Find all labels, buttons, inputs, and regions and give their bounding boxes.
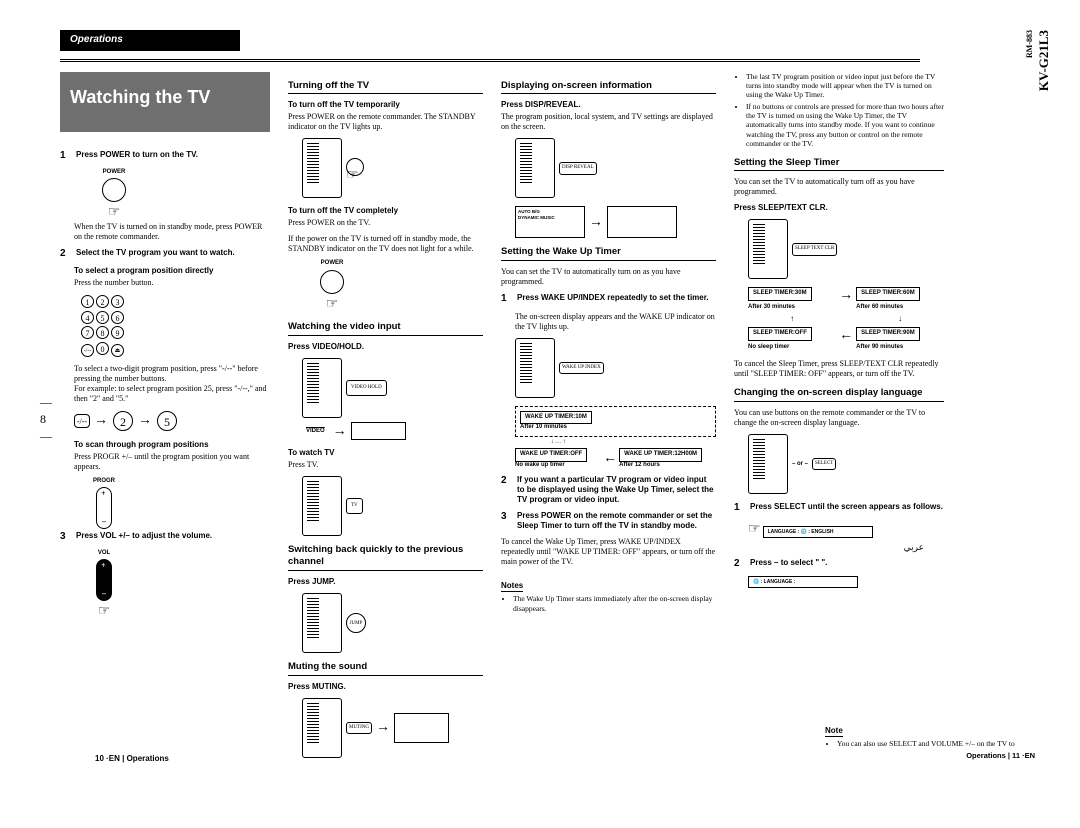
wakeup-12h: WAKE UP TIMER:12H00M — [619, 448, 702, 462]
turn-off-complete-text1: Press POWER on the TV. — [288, 218, 483, 228]
language-step1: Press SELECT until the screen appears as… — [750, 502, 943, 515]
wake-up-note-1: The Wake Up Timer starts immediately aft… — [513, 594, 716, 613]
select-direct-text: Press the number button. — [74, 278, 270, 288]
previous-channel-heading: Switching back quickly to the previous c… — [288, 544, 483, 571]
watch-tv-heading: To watch TV — [288, 448, 483, 458]
step-3-text: Press VOL +/– to adjust the volume. — [76, 531, 212, 544]
muting-diagram: MUTING — [302, 698, 483, 758]
language-heading: Changing the on-screen display language — [734, 387, 944, 402]
video-input-heading: Watching the video input — [288, 321, 483, 336]
arabic-text: عربي — [734, 542, 924, 553]
tv-button-diagram: TV — [302, 476, 483, 536]
step-1-note: When the TV is turned on in standby mode… — [74, 222, 270, 242]
osd-info-heading: Displaying on-screen information — [501, 80, 716, 95]
column-2: Turning off the TV To turn off the TV te… — [288, 72, 483, 766]
side-page-number: 8 — [40, 395, 52, 444]
turn-off-complete-heading: To turn off the TV completely — [288, 206, 483, 216]
turn-off-temp-heading: To turn off the TV temporarily — [288, 100, 483, 110]
step-3: 3 Press VOL +/– to adjust the volume. — [60, 531, 270, 544]
two-digit-note: To select a two-digit program position, … — [74, 364, 270, 404]
power-tv-label: POWER — [302, 260, 362, 268]
scan-heading: To scan through program positions — [74, 440, 270, 450]
wake-up-step1: Press WAKE UP/INDEX repeatedly to set th… — [517, 293, 709, 306]
remote-model: RM-883 — [1025, 30, 1035, 58]
wake-up-cancel: To cancel the Wake Up Timer, press WAKE … — [501, 537, 716, 567]
progr-label: PROGR — [74, 478, 134, 486]
press-video-hold: Press VIDEO/HOLD. — [288, 342, 483, 352]
vol-label: VOL — [74, 550, 134, 558]
sequence-diagram: -/-- 2 5 — [74, 410, 270, 432]
sleep-button-diagram: SLEEP TEXT CLR — [748, 219, 944, 279]
wake-up-step1-text: The on-screen display appears and the WA… — [515, 312, 716, 332]
language-text: You can use buttons on the remote comman… — [734, 408, 944, 428]
language-box-2: 🌐 : LANGUAGE : — [748, 576, 858, 588]
press-jump: Press JUMP. — [288, 577, 483, 587]
step-2-text: Select the TV program you want to watch. — [76, 248, 235, 261]
wake-up-step2: If you want a particular TV program or v… — [517, 475, 716, 505]
step-2: 2 Select the TV program you want to watc… — [60, 248, 270, 261]
video-hold-diagram: VIDEO HOLD — [302, 358, 483, 418]
page-footer-right: Operations | 11 ·EN — [825, 751, 1035, 760]
osd-sample-box: AUTO B/G DYNAMIC MUSIC — [515, 206, 585, 238]
watch-tv-text: Press TV. — [288, 460, 483, 470]
wake-up-intro: You can set the TV to automatically turn… — [501, 267, 716, 287]
step-1: 1 Press POWER to turn on the TV. — [60, 150, 270, 163]
power-label: POWER — [74, 169, 154, 177]
press-muting: Press MUTING. — [288, 682, 483, 692]
notes-heading: Notes — [501, 581, 523, 592]
page-title: Watching the TV — [60, 72, 270, 133]
column-3: Displaying on-screen information Press D… — [501, 72, 716, 766]
muting-heading: Muting the sound — [288, 661, 483, 676]
wake-up-step3: Press POWER on the remote commander or s… — [517, 511, 716, 531]
sleep-30m: SLEEP TIMER:30M — [748, 287, 812, 301]
column-1: Watching the TV 1 Press POWER to turn on… — [60, 72, 270, 766]
osd-info-text: The program position, local system, and … — [501, 112, 716, 132]
jump-diagram: JUMP — [302, 593, 483, 653]
scan-text: Press PROGR +/– until the program positi… — [74, 452, 270, 472]
disp-reveal-diagram: DISP REVEAL — [515, 138, 716, 198]
wake-up-note-2: The last TV program position or video in… — [746, 72, 944, 100]
video-label: VIDEO — [302, 426, 329, 438]
sleep-timer-heading: Setting the Sleep Timer — [734, 157, 944, 172]
sleep-cancel: To cancel the Sleep Timer, press SLEEP/T… — [734, 359, 944, 379]
section-header: Operations — [60, 30, 240, 51]
sleep-timer-text: You can set the TV to automatically turn… — [734, 177, 944, 197]
footer-note: Note You can also use SELECT and VOLUME … — [825, 718, 1035, 760]
sleep-90m: SLEEP TIMER:90M — [856, 327, 920, 341]
turn-off-temp-text: Press POWER on the remote commander. The… — [288, 112, 483, 132]
turn-off-complete-text2: If the power on the TV is turned off in … — [288, 234, 483, 254]
turning-off-heading: Turning off the TV — [288, 80, 483, 95]
sleep-off: SLEEP TIMER:OFF — [748, 327, 812, 341]
select-direct-heading: To select a program position directly — [74, 266, 270, 276]
wake-up-heading: Setting the Wake Up Timer — [501, 246, 716, 261]
select-button-diagram: – or – SELECT — [748, 434, 944, 494]
press-sleep: Press SLEEP/TEXT CLR. — [734, 203, 944, 213]
model-number: KV-G21L3 — [1036, 30, 1052, 91]
column-4: The last TV program position or video in… — [734, 72, 944, 766]
language-step2: Press – to select " ". — [750, 558, 827, 571]
language-box-1: LANGUAGE : 🌐 : ENGLISH — [763, 526, 873, 538]
power-remote-diagram: ☞ — [302, 138, 483, 198]
step-1-text: Press POWER to turn on the TV. — [76, 150, 198, 163]
sleep-60m: SLEEP TIMER:60M — [856, 287, 920, 301]
keypad-diagram: 123 456 789 -/--0⏏ — [80, 294, 270, 358]
wake-up-button-diagram: WAKE UP INDEX — [515, 338, 716, 398]
wake-up-note-3: If no buttons or controls are pressed fo… — [746, 102, 944, 149]
wakeup-10m: WAKE UP TIMER:10M — [520, 411, 592, 425]
page-footer-left: 10 ·EN | Operations — [95, 754, 169, 764]
press-disp-reveal: Press DISP/REVEAL. — [501, 100, 716, 110]
wakeup-off: WAKE UP TIMER:OFF — [515, 448, 587, 462]
